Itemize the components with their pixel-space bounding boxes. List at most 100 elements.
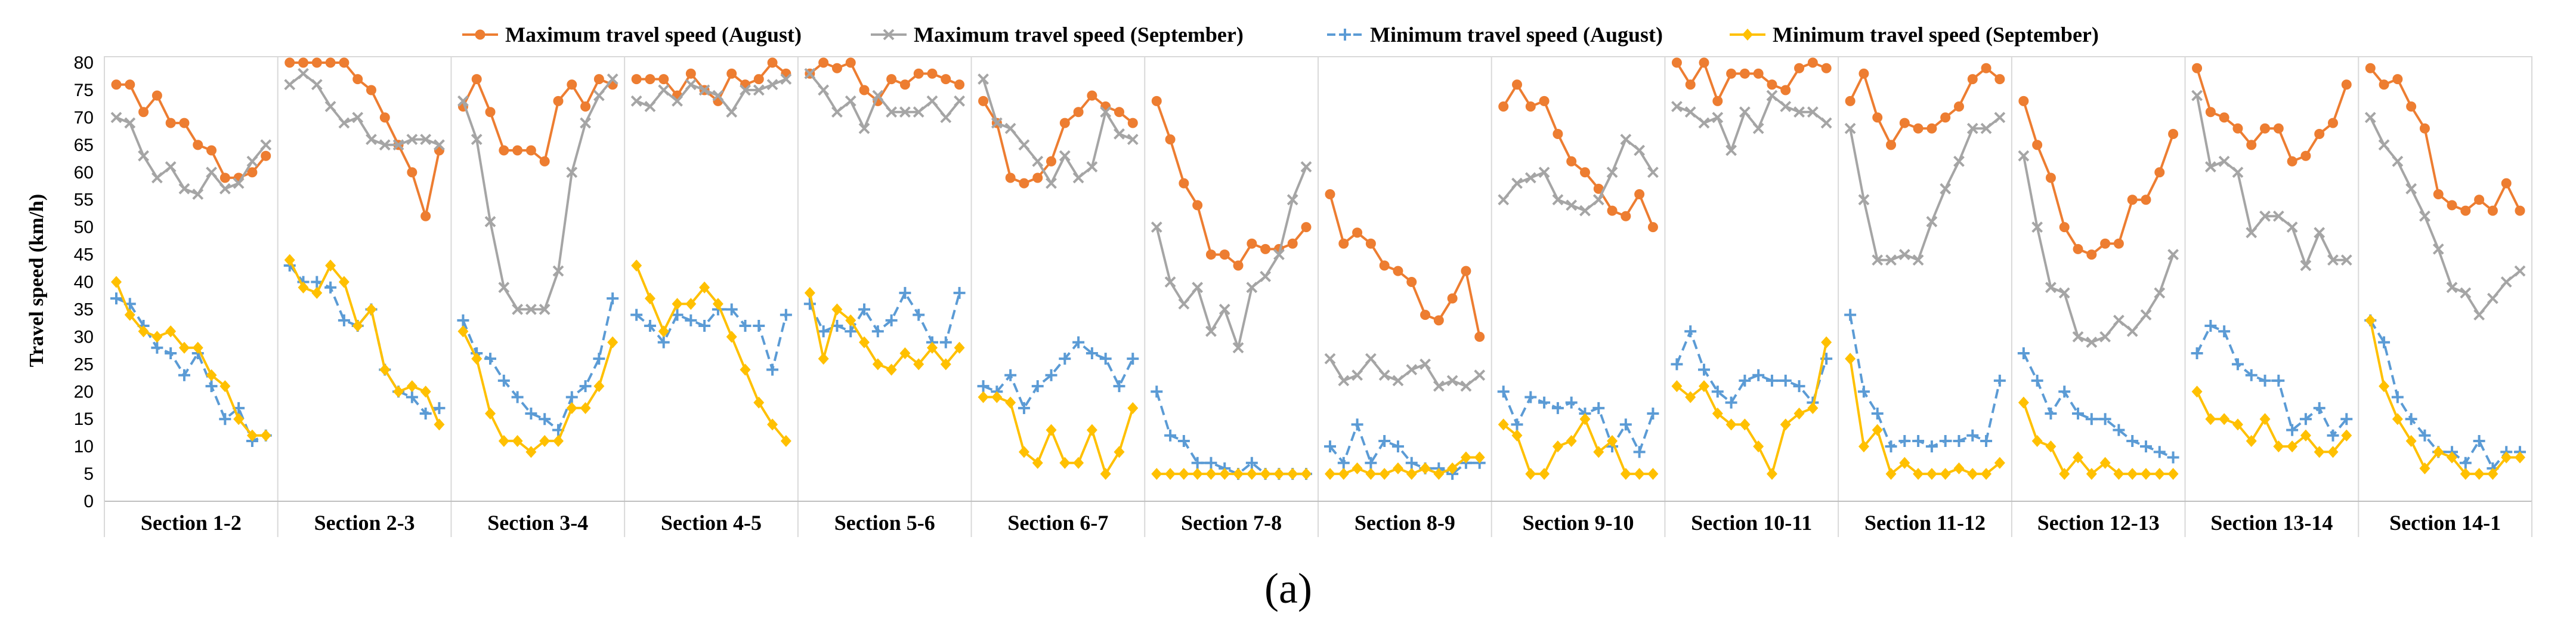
data-point <box>1392 375 1404 387</box>
data-point <box>124 309 135 321</box>
data-point <box>939 336 952 348</box>
data-point <box>2460 468 2471 480</box>
data-point <box>1994 74 2005 85</box>
data-point <box>1566 199 1578 211</box>
x-category-label: Section 14-1 <box>2389 511 2501 535</box>
data-point <box>2085 413 2098 425</box>
data-point <box>1780 101 1792 112</box>
data-point <box>457 314 469 326</box>
data-point <box>818 84 830 96</box>
data-point <box>1981 468 1992 480</box>
data-point <box>434 418 445 431</box>
data-point <box>1807 402 1819 414</box>
data-point <box>2515 451 2525 464</box>
data-point <box>1739 374 1751 387</box>
data-point <box>2219 413 2230 425</box>
series-line-segment <box>635 308 787 371</box>
data-point <box>1619 418 1632 431</box>
data-point <box>2501 451 2512 464</box>
data-point <box>284 254 295 266</box>
data-point <box>2232 166 2244 178</box>
data-point <box>1912 434 1925 447</box>
data-point <box>2272 374 2285 387</box>
data-point <box>2419 210 2430 222</box>
data-point <box>192 189 204 200</box>
data-point <box>1821 336 1832 348</box>
data-point <box>471 134 483 146</box>
data-point <box>499 145 509 156</box>
data-point <box>1018 446 1029 458</box>
data-point <box>1858 440 1869 453</box>
series-line-segment <box>2195 67 2348 163</box>
series-line-segment <box>288 259 441 425</box>
data-point <box>366 85 376 95</box>
data-point <box>2072 408 2085 420</box>
x-category-label: Section 4-5 <box>661 511 762 535</box>
data-point <box>2205 413 2216 425</box>
series-line-segment <box>2195 325 2348 437</box>
data-point <box>420 134 432 146</box>
data-point <box>2327 446 2339 458</box>
data-point <box>940 358 951 371</box>
data-point <box>2154 287 2166 299</box>
data-point <box>1178 468 1189 480</box>
data-point <box>1780 418 1791 431</box>
data-point <box>1301 222 1312 233</box>
data-point <box>2126 434 2139 447</box>
data-point <box>2153 446 2166 458</box>
legend-marker <box>1339 29 1351 41</box>
series-line-segment <box>1502 138 1655 212</box>
data-point <box>1260 243 1271 254</box>
data-point <box>1885 440 1897 453</box>
data-point <box>858 122 870 134</box>
data-point <box>1059 353 1071 365</box>
data-point <box>831 63 842 73</box>
series-line-segment <box>116 83 267 179</box>
data-point <box>817 325 830 338</box>
data-point <box>685 79 697 91</box>
data-point <box>1885 468 1897 480</box>
data-point <box>512 145 523 156</box>
data-point <box>1634 189 1645 199</box>
data-point <box>1699 57 1709 68</box>
data-point <box>2432 243 2444 255</box>
data-point <box>845 57 856 68</box>
series-line-segment <box>1849 116 2001 261</box>
data-point <box>977 380 989 393</box>
data-point <box>1177 434 1190 447</box>
data-point <box>165 347 177 359</box>
data-point <box>593 353 605 365</box>
data-point <box>1087 90 1097 101</box>
data-point <box>1127 402 1139 414</box>
x-category-label: Section 5-6 <box>834 511 935 535</box>
x-category-label: Section 13-14 <box>2210 511 2333 535</box>
data-point <box>2245 369 2258 381</box>
data-point <box>2032 140 2043 150</box>
legend-label: Minimum travel speed (August) <box>1370 23 1663 47</box>
data-point <box>261 150 271 161</box>
legend-marker <box>1742 29 1753 41</box>
data-point <box>1780 85 1791 95</box>
data-point <box>2059 222 2070 233</box>
y-tick-label: 45 <box>74 245 94 265</box>
data-point <box>179 118 190 128</box>
data-point <box>1899 457 1910 469</box>
data-point <box>766 79 778 91</box>
data-point <box>193 140 203 150</box>
data-point <box>219 380 231 393</box>
data-point <box>2487 292 2498 304</box>
data-point <box>498 282 510 294</box>
data-point <box>1351 418 1363 431</box>
data-point <box>607 292 619 305</box>
series-line-segment <box>1849 314 2001 448</box>
data-point <box>471 74 482 85</box>
data-point <box>672 298 683 310</box>
data-point <box>1192 200 1203 211</box>
data-point <box>338 276 350 288</box>
data-point <box>845 325 857 338</box>
data-point <box>859 336 870 348</box>
data-point <box>2259 374 2271 387</box>
data-point <box>593 90 605 101</box>
data-point <box>1447 293 1458 304</box>
series-line-segment <box>462 78 613 163</box>
